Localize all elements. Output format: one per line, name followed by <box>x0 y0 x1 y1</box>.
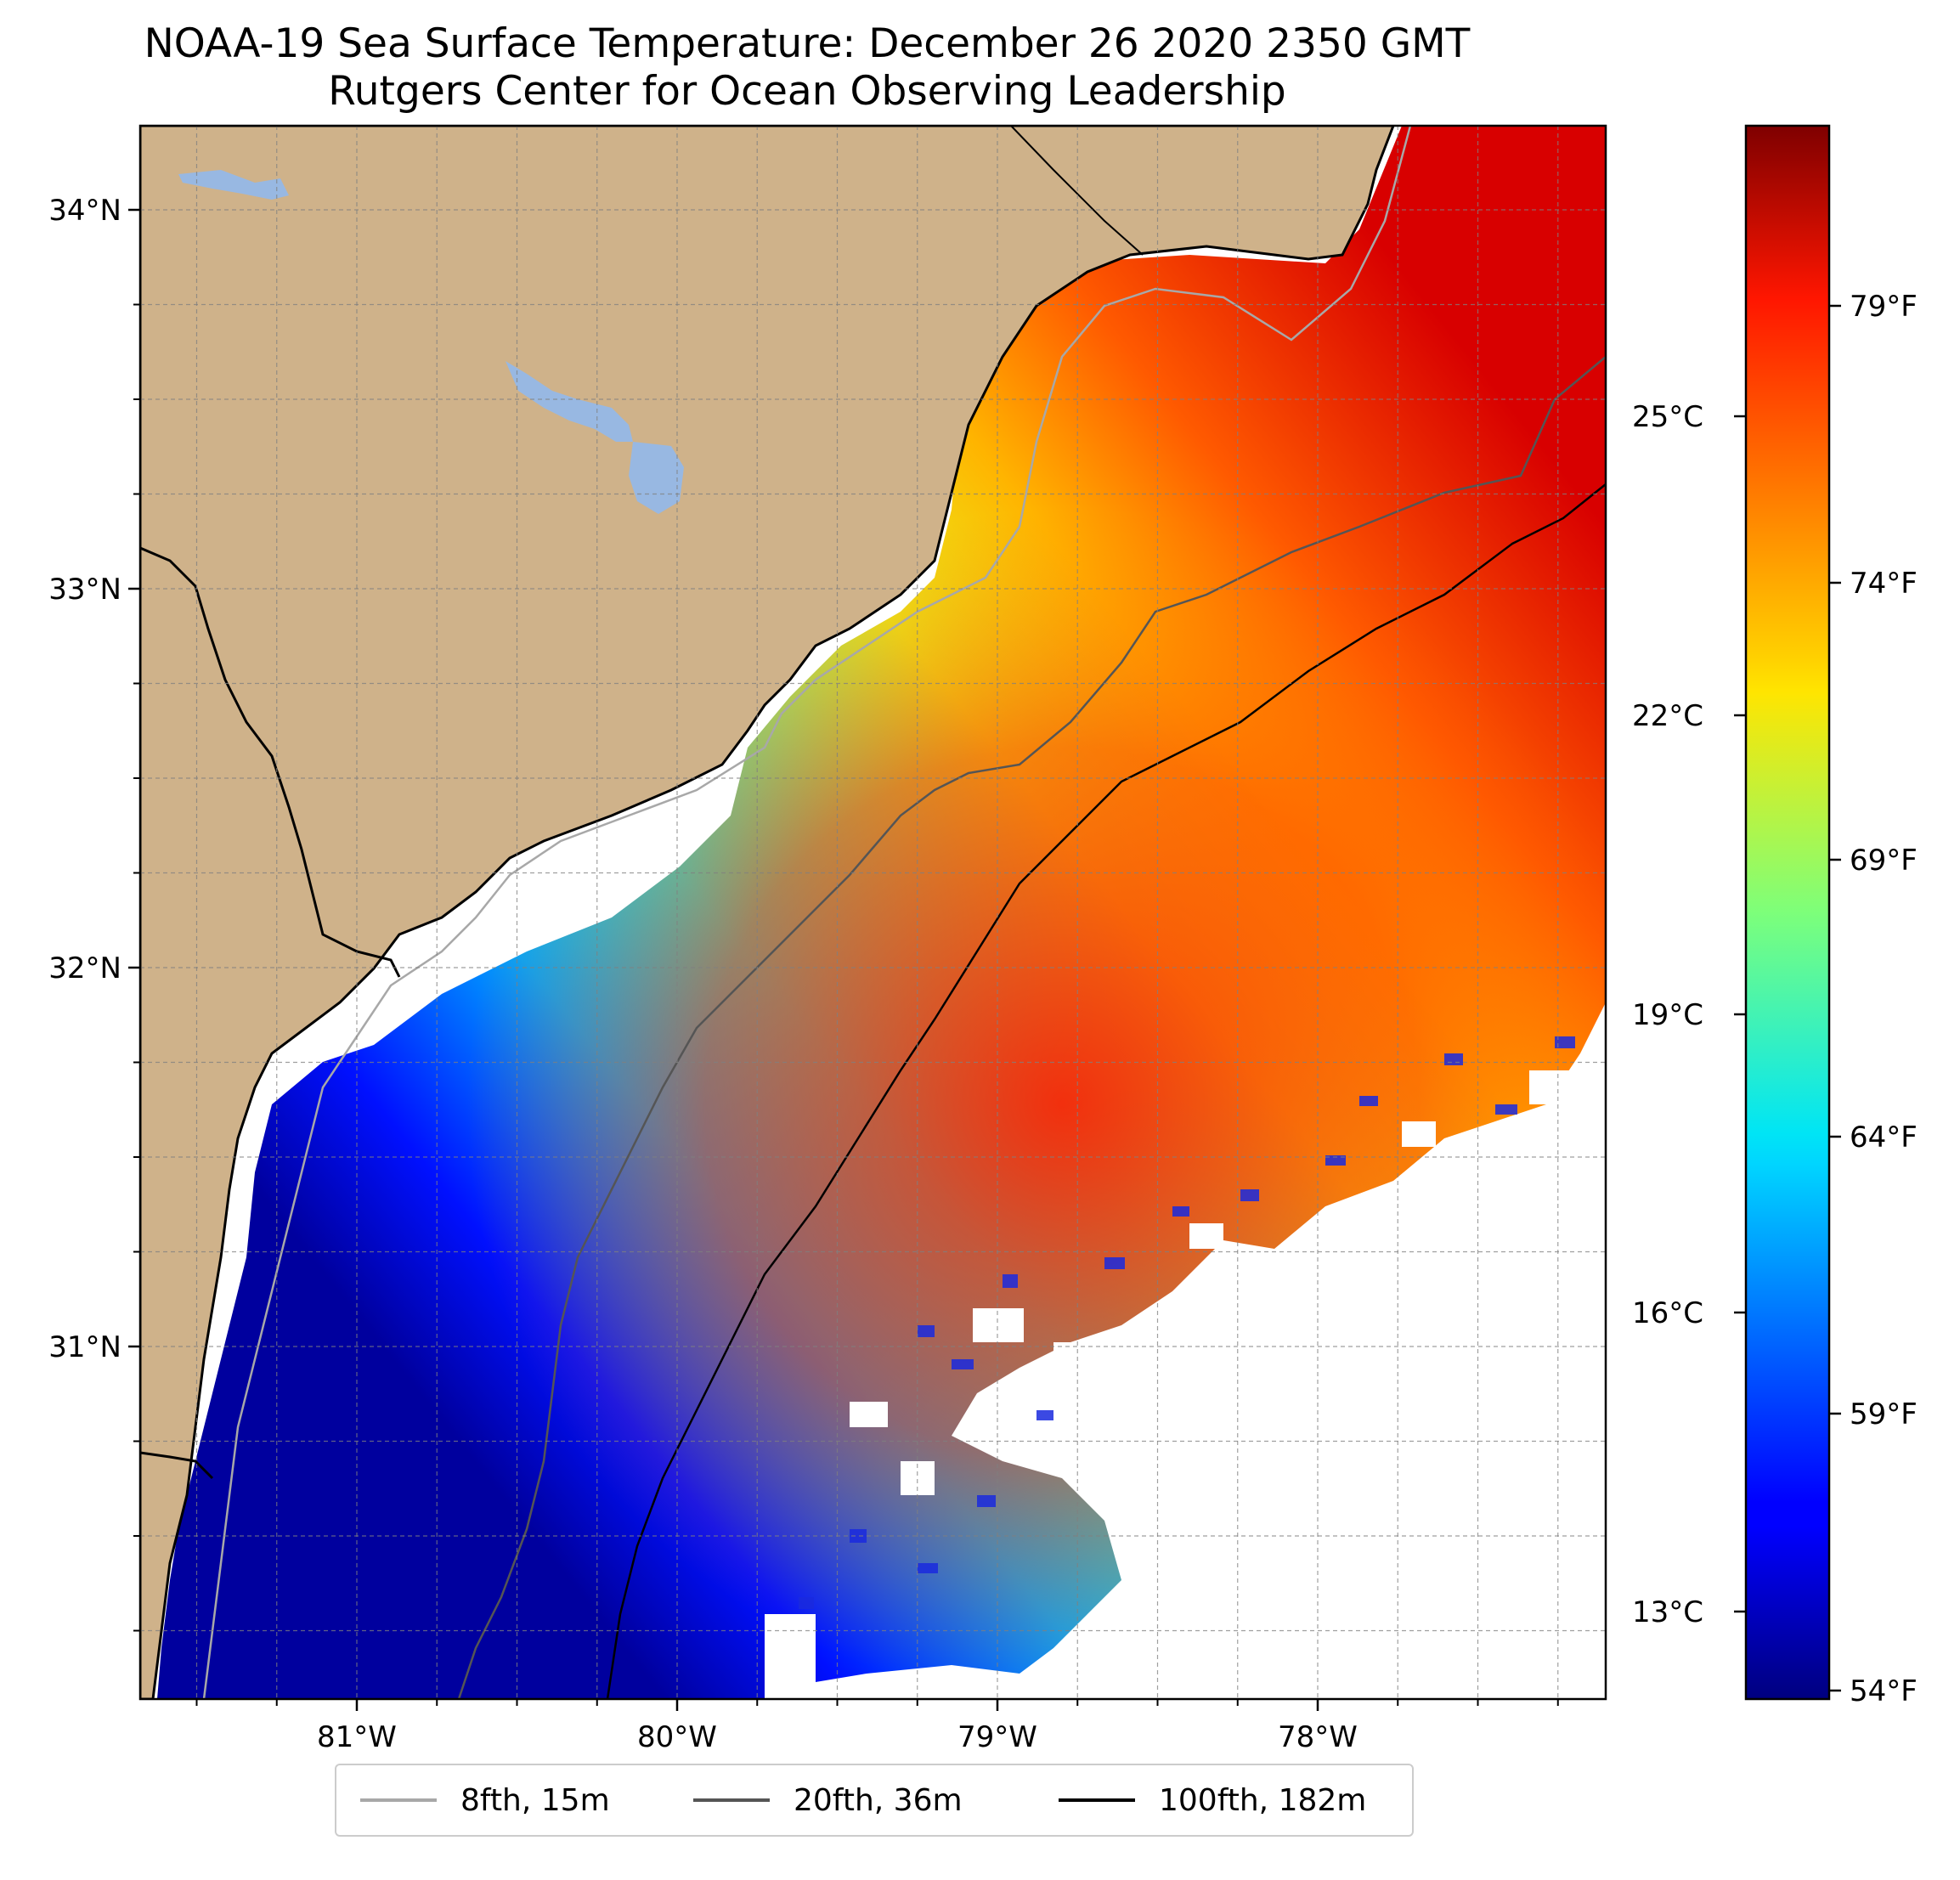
land <box>140 126 1395 1699</box>
lat-tick-label: 32°N <box>48 951 121 985</box>
legend-label-8fth: 8fth, 15m <box>460 1782 610 1818</box>
colorbar-fahrenheit-label: 69°F <box>1850 844 1918 878</box>
colorbar-fahrenheit-label: 54°F <box>1850 1674 1918 1708</box>
lon-tick-label: 78°W <box>1278 1720 1358 1754</box>
colorbar <box>1744 124 1831 1701</box>
lon-tick-label: 81°W <box>317 1720 397 1754</box>
legend-label-20fth: 20fth, 36m <box>794 1782 963 1818</box>
legend-swatch-100fth <box>1059 1798 1135 1802</box>
legend-item-8fth: 8fth, 15m <box>360 1765 610 1835</box>
lat-tick-label: 34°N <box>48 194 121 228</box>
nearshore-no-data <box>140 126 1402 1699</box>
colorbar-celsius-label: 19°C <box>1632 998 1703 1032</box>
map-subtitle: Rutgers Center for Ocean Observing Leade… <box>328 68 1286 115</box>
map-frame <box>138 124 1607 1701</box>
north-lake <box>178 170 289 200</box>
lat-tick-label: 33°N <box>48 573 121 607</box>
map-title: NOAA-19 Sea Surface Temperature: Decembe… <box>144 20 1471 67</box>
isobath-20fth-line <box>457 356 1606 1699</box>
state-border-ga-fl <box>140 1451 214 1480</box>
lake-marion <box>506 361 633 442</box>
lat-tick-label: 31°N <box>48 1330 121 1364</box>
isobath-100fth-line <box>606 483 1606 1699</box>
sst-field <box>140 126 1606 1699</box>
legend-item-100fth: 100fth, 182m <box>1059 1765 1366 1835</box>
colorbar-fahrenheit-label: 79°F <box>1850 290 1918 324</box>
state-border-nc-sc <box>1010 126 1144 256</box>
legend-item-20fth: 20fth, 36m <box>693 1765 963 1835</box>
no-data-region <box>765 1002 1606 1699</box>
colorbar-fahrenheit-label: 64°F <box>1850 1121 1918 1155</box>
colorbar-celsius-label: 16°C <box>1632 1296 1703 1330</box>
lon-tick-label: 79°W <box>957 1720 1037 1754</box>
isobath-legend: 8fth, 15m 20fth, 36m 100fth, 182m <box>335 1764 1414 1837</box>
colorbar-celsius-label: 25°C <box>1632 400 1703 434</box>
colorbar-fahrenheit-label: 74°F <box>1850 567 1918 601</box>
legend-swatch-20fth <box>693 1798 770 1802</box>
colorbar-celsius-label: 13°C <box>1632 1595 1703 1629</box>
legend-swatch-8fth <box>360 1798 437 1802</box>
legend-label-100fth: 100fth, 182m <box>1159 1782 1367 1818</box>
colorbar-celsius-label: 22°C <box>1632 699 1703 733</box>
colorbar-fahrenheit-label: 59°F <box>1850 1397 1918 1431</box>
cloud-speckles <box>765 1070 1572 1699</box>
lake-moultrie <box>629 442 684 514</box>
warm-core <box>140 126 1606 1699</box>
isobath-8fth-line <box>202 126 1412 1699</box>
cloud-edge-noise <box>799 1036 1575 1609</box>
lon-tick-label: 80°W <box>637 1720 717 1754</box>
state-border-sc-ga <box>140 546 401 978</box>
